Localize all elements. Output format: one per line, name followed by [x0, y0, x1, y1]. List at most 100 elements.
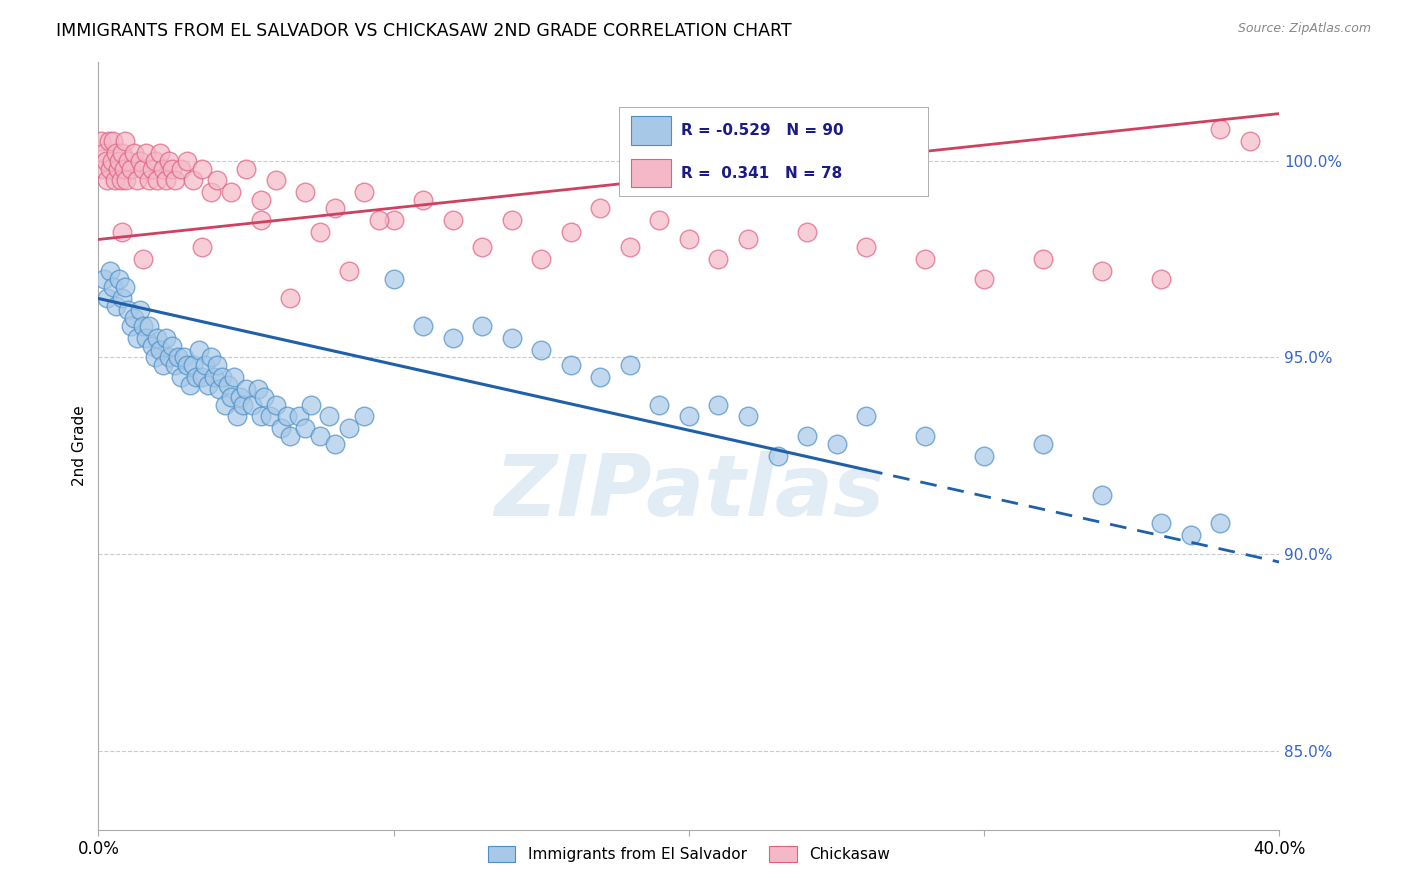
Point: [90, 134, 112, 148]
Point: [141, 339, 163, 353]
Point: [146, 331, 169, 345]
Point: [589, 201, 612, 215]
Point: [253, 390, 276, 404]
Point: [135, 145, 157, 160]
Point: [1032, 437, 1054, 451]
Point: [141, 161, 163, 176]
Point: [501, 331, 523, 345]
Point: [103, 134, 125, 148]
Point: [226, 409, 249, 424]
Point: [105, 145, 128, 160]
Point: [855, 409, 877, 424]
Point: [530, 343, 553, 357]
Point: [825, 437, 848, 451]
Point: [619, 359, 641, 373]
Point: [162, 339, 183, 353]
Point: [191, 240, 214, 254]
Point: [855, 240, 877, 254]
Point: [229, 390, 252, 404]
Point: [217, 378, 239, 392]
Point: [214, 398, 236, 412]
Point: [796, 225, 818, 239]
Text: R =  0.341   N = 78: R = 0.341 N = 78: [681, 166, 842, 180]
Point: [162, 161, 183, 176]
Point: [221, 390, 243, 404]
Point: [382, 212, 405, 227]
Point: [309, 429, 332, 443]
Text: IMMIGRANTS FROM EL SALVADOR VS CHICKASAW 2ND GRADE CORRELATION CHART: IMMIGRANTS FROM EL SALVADOR VS CHICKASAW…: [56, 22, 792, 40]
Point: [280, 292, 302, 306]
Point: [138, 173, 160, 187]
Point: [165, 359, 187, 373]
Point: [441, 331, 464, 345]
Point: [224, 370, 246, 384]
Point: [235, 382, 257, 396]
Point: [202, 370, 225, 384]
Point: [707, 398, 730, 412]
Point: [914, 252, 936, 267]
Point: [149, 145, 172, 160]
Point: [353, 186, 375, 200]
Point: [619, 240, 641, 254]
Point: [318, 409, 340, 424]
Point: [176, 359, 198, 373]
Point: [111, 292, 134, 306]
Point: [205, 359, 228, 373]
Point: [155, 173, 177, 187]
Point: [97, 134, 120, 148]
Point: [678, 232, 700, 246]
Point: [232, 398, 254, 412]
Point: [200, 351, 222, 365]
Point: [132, 161, 155, 176]
Point: [107, 161, 129, 176]
Point: [1091, 488, 1114, 502]
Point: [648, 212, 671, 227]
Point: [648, 398, 671, 412]
Point: [152, 161, 174, 176]
Point: [368, 212, 391, 227]
Point: [122, 145, 145, 160]
Point: [125, 173, 148, 187]
Point: [115, 173, 138, 187]
Point: [246, 382, 269, 396]
Point: [184, 370, 207, 384]
Point: [1180, 527, 1202, 541]
Point: [132, 318, 155, 333]
Point: [250, 212, 273, 227]
Point: [108, 272, 131, 286]
Point: [157, 351, 180, 365]
Point: [143, 351, 166, 365]
Point: [191, 161, 214, 176]
Point: [339, 421, 361, 435]
Point: [501, 212, 523, 227]
Point: [294, 186, 316, 200]
Point: [1032, 252, 1054, 267]
Point: [94, 153, 117, 168]
Point: [1150, 516, 1173, 530]
Point: [796, 429, 818, 443]
Point: [412, 193, 434, 207]
Point: [766, 449, 789, 463]
Point: [100, 153, 122, 168]
Point: [152, 359, 174, 373]
Point: [240, 398, 263, 412]
Point: [120, 318, 142, 333]
Point: [1091, 264, 1114, 278]
Point: [221, 186, 243, 200]
Point: [412, 318, 434, 333]
Point: [235, 161, 257, 176]
Point: [1209, 122, 1232, 136]
Point: [353, 409, 375, 424]
Point: [143, 153, 166, 168]
Point: [117, 303, 139, 318]
FancyBboxPatch shape: [631, 159, 671, 187]
Point: [914, 429, 936, 443]
Point: [170, 161, 193, 176]
Point: [181, 173, 204, 187]
Text: Source: ZipAtlas.com: Source: ZipAtlas.com: [1237, 22, 1371, 36]
Point: [973, 449, 995, 463]
Point: [146, 173, 169, 187]
Point: [98, 161, 121, 176]
Point: [104, 173, 127, 187]
Point: [250, 193, 273, 207]
